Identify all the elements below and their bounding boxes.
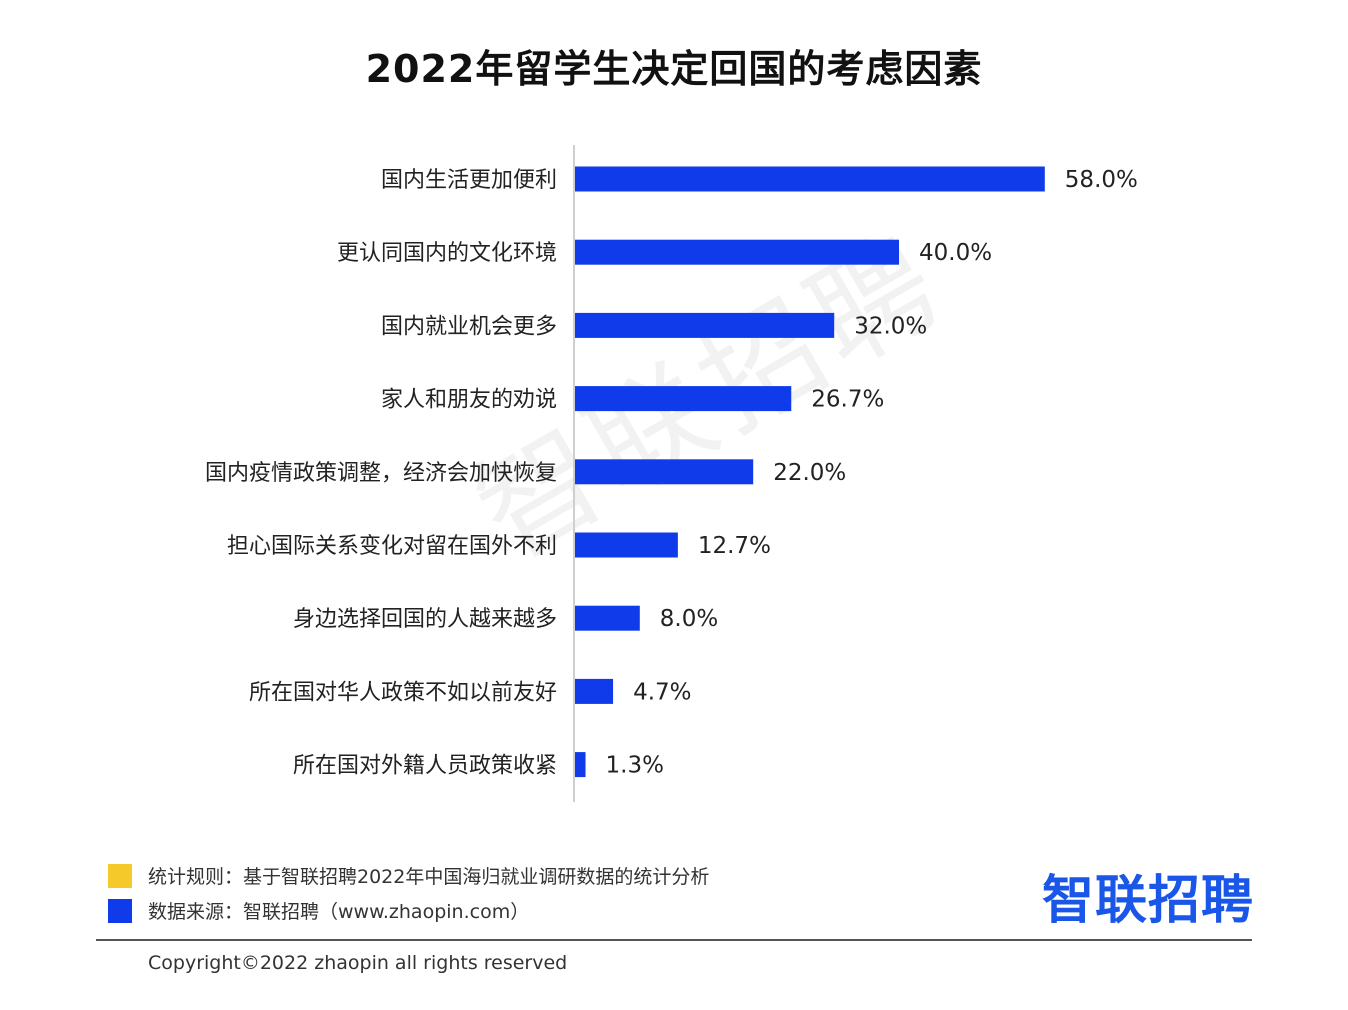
legend-source-label: 数据来源：智联招聘（www.zhaopin.com）: [148, 901, 530, 923]
bar: [575, 239, 899, 265]
category-label: 国内生活更加便利: [381, 168, 557, 193]
category-label: 国内就业机会更多: [381, 314, 557, 339]
bar: [575, 532, 678, 558]
category-label: 国内疫情政策调整，经济会加快恢复: [205, 461, 557, 486]
value-label: 1.3%: [606, 753, 664, 779]
legend-source: 数据来源：智联招聘（www.zhaopin.com）: [108, 897, 529, 924]
value-label: 4.7%: [633, 679, 691, 705]
category-label: 所在国对外籍人员政策收紧: [293, 754, 557, 779]
value-label: 40.0%: [919, 240, 992, 266]
value-label: 22.0%: [773, 460, 846, 486]
value-label: 58.0%: [1065, 167, 1138, 193]
legend-rule: 统计规则：基于智联招聘2022年中国海归就业调研数据的统计分析: [108, 862, 709, 889]
bar: [575, 459, 754, 485]
legend-rule-label: 统计规则：基于智联招聘2022年中国海归就业调研数据的统计分析: [148, 866, 710, 888]
legend-source-swatch: [108, 898, 132, 923]
bar: [575, 752, 586, 778]
value-label: 12.7%: [698, 533, 771, 559]
bar: [575, 605, 640, 631]
category-label: 担心国际关系变化对留在国外不利: [227, 534, 557, 559]
category-label: 更认同国内的文化环境: [337, 241, 557, 266]
value-label: 8.0%: [660, 606, 718, 632]
category-label: 所在国对华人政策不如以前友好: [249, 680, 557, 705]
category-label: 家人和朋友的劝说: [381, 388, 557, 413]
value-label: 32.0%: [854, 313, 927, 339]
brand-logo: 智联招聘: [1042, 871, 1255, 931]
category-label: 身边选择回国的人越来越多: [293, 607, 557, 632]
footer-divider: [96, 939, 1252, 941]
chart-title: 2022年留学生决定回国的考虑因素: [365, 47, 983, 91]
legend-rule-swatch: [108, 863, 132, 888]
bar: [575, 678, 614, 704]
bar-chart: 国内生活更加便利 58.0% 更认同国内的文化环境 40.0% 国内就业机会更多 32.0…: [205, 145, 1138, 802]
value-label: 26.7%: [811, 387, 884, 413]
copyright-text: Copyright©2022 zhaopin all rights reserv…: [148, 952, 568, 974]
bar: [575, 386, 792, 412]
bar: [575, 166, 1045, 192]
bar: [575, 312, 835, 338]
